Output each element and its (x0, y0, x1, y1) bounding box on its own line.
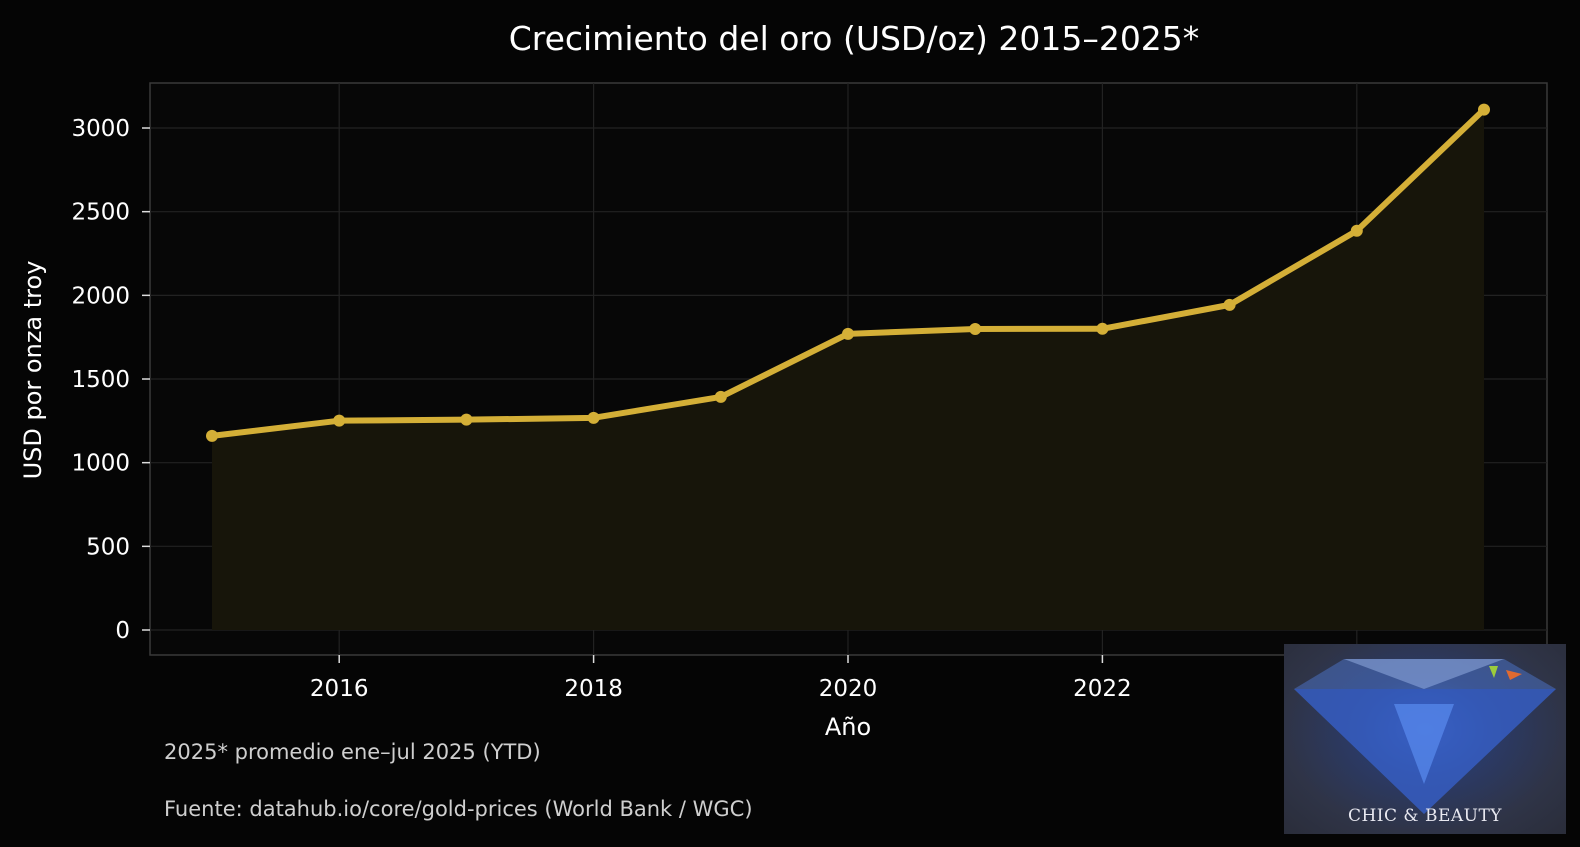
data-point (1478, 103, 1490, 116)
x-axis-label: Año (825, 713, 871, 741)
logo-text: CHIC & BEAUTY (1347, 806, 1503, 826)
ytd-note: 2025* promedio ene–jul 2025 (YTD) (164, 740, 541, 764)
x-tick-label: 2018 (564, 676, 623, 702)
x-tick-label: 2022 (1073, 676, 1132, 702)
y-tick-label: 2500 (71, 200, 130, 226)
chart-title: Crecimiento del oro (USD/oz) 2015–2025* (509, 19, 1200, 58)
area-fill (212, 109, 1484, 630)
data-point (1096, 322, 1109, 335)
data-point (714, 390, 727, 403)
axis-ticks: 0 500 1000 1500 2000 2500 3000 2016 2018 2020 2022… (71, 116, 1386, 702)
x-tick-label: 2016 (310, 676, 369, 702)
y-tick-label: 500 (86, 534, 130, 560)
y-tick-label: 1500 (71, 367, 130, 393)
data-point (969, 322, 982, 335)
data-point (460, 413, 473, 426)
y-tick-label: 3000 (71, 116, 130, 142)
data-point (333, 414, 346, 427)
y-axis-label: USD por onza troy (19, 261, 47, 480)
data-point (1223, 298, 1236, 311)
chic-beauty-logo: CHIC & BEAUTY (1284, 644, 1566, 834)
y-tick-label: 2000 (71, 283, 130, 309)
data-point (587, 411, 600, 424)
data-point (206, 429, 218, 442)
y-tick-label: 1000 (71, 451, 130, 477)
x-tick-label: 2020 (819, 676, 878, 702)
source-note: Fuente: datahub.io/core/gold-prices (Wor… (164, 797, 753, 821)
data-points (206, 103, 1490, 442)
data-point (842, 327, 854, 340)
data-point (1350, 224, 1363, 237)
diamond-icon (1294, 659, 1556, 814)
y-tick-label: 0 (115, 618, 130, 644)
